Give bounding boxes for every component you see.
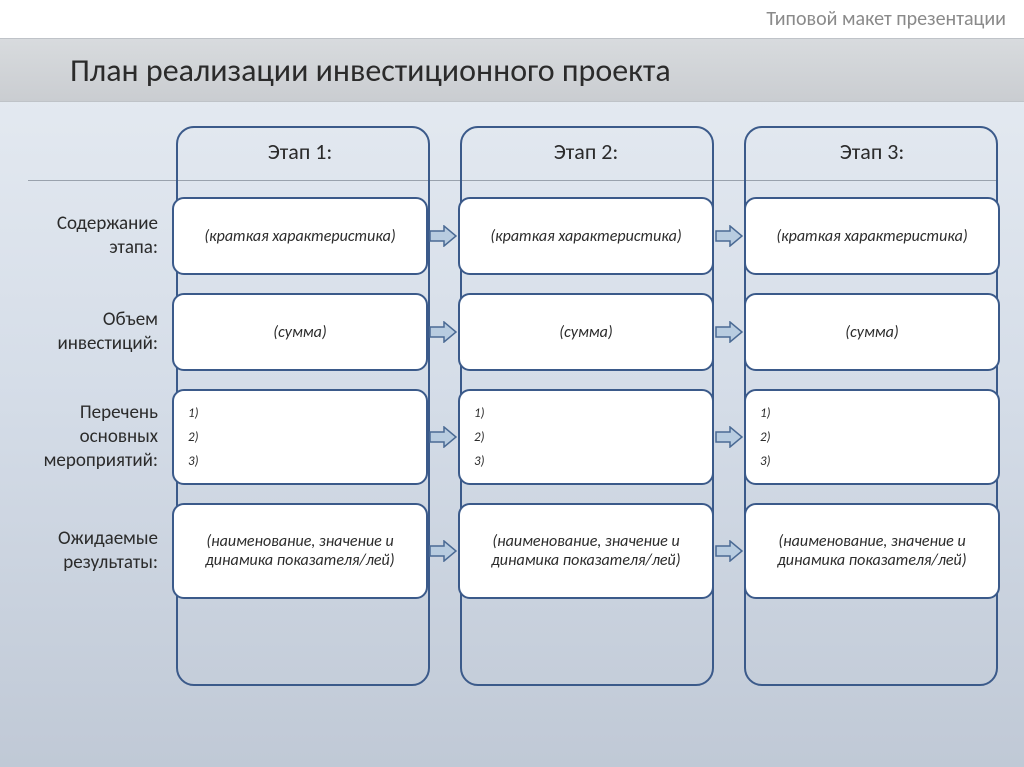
arrow-right-icon bbox=[715, 426, 743, 448]
cell-results-stage1: (наименование, значение и динамика показ… bbox=[172, 503, 428, 599]
list-item: 2) bbox=[188, 430, 199, 445]
arrow-right-icon bbox=[715, 321, 743, 343]
arrow-right-icon bbox=[429, 321, 457, 343]
stage-1-title: Этап 1: bbox=[172, 132, 428, 179]
title-bar: План реализации инвестиционного проекта bbox=[0, 38, 1024, 102]
stage-3-header-wrap: Этап 3: bbox=[744, 132, 1000, 179]
cell-investment-stage3: (сумма) bbox=[744, 293, 1000, 371]
list-item: 1) bbox=[188, 406, 199, 421]
arrow-content-1-2 bbox=[428, 197, 458, 275]
cell-content-stage2: (краткая характеристика) bbox=[458, 197, 714, 275]
row-label-content: Содержание этапа: bbox=[24, 197, 172, 275]
stage-grid: Этап 1: Этап 2: Этап 3: Содержание этапа… bbox=[24, 132, 1000, 599]
diagram-content: Этап 1: Этап 2: Этап 3: Содержание этапа… bbox=[0, 102, 1024, 767]
header-subtitle-strip: Типовой макет презентации bbox=[0, 0, 1024, 38]
arrow-content-2-3 bbox=[714, 197, 744, 275]
arrow-right-icon bbox=[429, 225, 457, 247]
row-label-activities: Перечень основных мероприятий: bbox=[24, 389, 172, 485]
header-subtitle: Типовой макет презентации bbox=[766, 7, 1006, 31]
page-title: План реализации инвестиционного проекта bbox=[70, 51, 671, 90]
spacer bbox=[428, 132, 458, 179]
stage-3-title: Этап 3: bbox=[744, 132, 1000, 179]
cell-content-stage1: (краткая характеристика) bbox=[172, 197, 428, 275]
cell-investment-stage2: (сумма) bbox=[458, 293, 714, 371]
arrow-investment-1-2 bbox=[428, 293, 458, 371]
stage-1-header-wrap: Этап 1: bbox=[172, 132, 428, 179]
arrow-activities-1-2 bbox=[428, 389, 458, 485]
list-item: 1) bbox=[760, 406, 771, 421]
stage-2-title: Этап 2: bbox=[458, 132, 714, 179]
spacer bbox=[24, 132, 172, 178]
arrow-right-icon bbox=[429, 426, 457, 448]
header-divider bbox=[28, 180, 996, 181]
cell-results-stage2: (наименование, значение и динамика показ… bbox=[458, 503, 714, 599]
arrow-activities-2-3 bbox=[714, 389, 744, 485]
arrow-results-1-2 bbox=[428, 503, 458, 599]
arrow-right-icon bbox=[429, 540, 457, 562]
spacer bbox=[714, 132, 744, 179]
list-item: 2) bbox=[760, 430, 771, 445]
list-item: 2) bbox=[474, 430, 485, 445]
cell-content-stage3: (краткая характеристика) bbox=[744, 197, 1000, 275]
list-item: 3) bbox=[188, 454, 199, 469]
arrow-right-icon bbox=[715, 225, 743, 247]
arrow-right-icon bbox=[715, 540, 743, 562]
cell-activities-stage2: 1) 2) 3) bbox=[458, 389, 714, 485]
row-label-results: Ожидаемые результаты: bbox=[24, 503, 172, 599]
arrow-results-2-3 bbox=[714, 503, 744, 599]
stage-2-header-wrap: Этап 2: bbox=[458, 132, 714, 179]
cell-results-stage3: (наименование, значение и динамика показ… bbox=[744, 503, 1000, 599]
row-label-investment: Объем инвестиций: bbox=[24, 293, 172, 371]
cell-activities-stage1: 1) 2) 3) bbox=[172, 389, 428, 485]
list-item: 1) bbox=[474, 406, 485, 421]
list-item: 3) bbox=[474, 454, 485, 469]
arrow-investment-2-3 bbox=[714, 293, 744, 371]
list-item: 3) bbox=[760, 454, 771, 469]
cell-activities-stage3: 1) 2) 3) bbox=[744, 389, 1000, 485]
cell-investment-stage1: (сумма) bbox=[172, 293, 428, 371]
